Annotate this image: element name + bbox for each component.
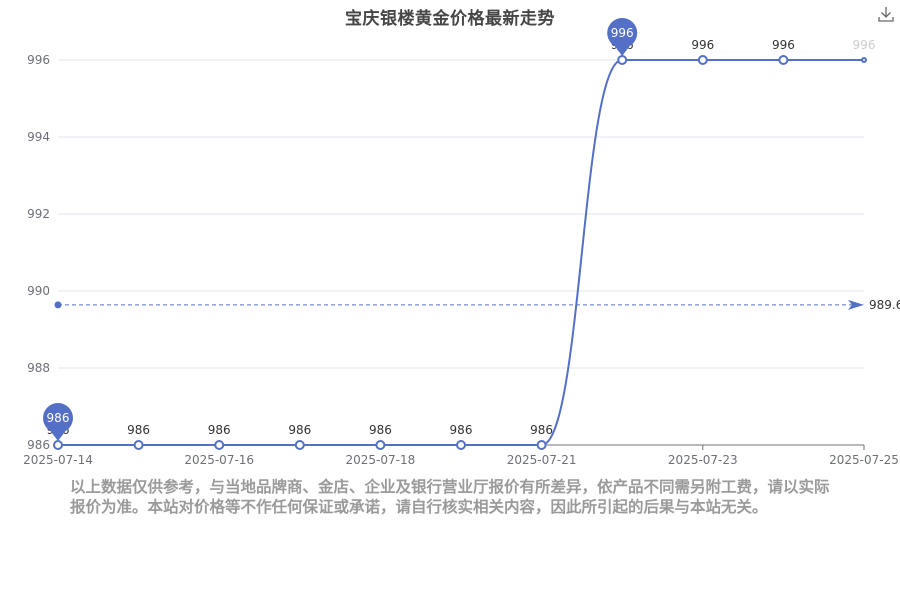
y-tick-label: 988 bbox=[27, 361, 50, 375]
data-label: 986 bbox=[288, 423, 311, 437]
mark-point-label: 986 bbox=[47, 411, 70, 425]
x-tick-label: 2025-07-14 bbox=[23, 453, 93, 467]
data-point bbox=[861, 57, 867, 63]
data-point bbox=[617, 55, 628, 65]
data-point bbox=[53, 440, 63, 450]
x-tick-label: 2025-07-18 bbox=[346, 453, 416, 467]
x-tick-label: 2025-07-25 bbox=[829, 453, 899, 467]
average-line-arrow bbox=[848, 299, 864, 310]
y-tick-label: 986 bbox=[27, 438, 50, 452]
data-point bbox=[133, 440, 144, 450]
data-label: 986 bbox=[530, 423, 553, 437]
average-line-label: 989.6 bbox=[869, 298, 900, 312]
mark-point-bubble bbox=[43, 403, 73, 433]
chart-area: 宝庆银楼黄金价格最新走势 986 988 990 992 994 996 2025-07-1… bbox=[23, 6, 900, 467]
download-icon[interactable] bbox=[878, 6, 894, 22]
data-point bbox=[375, 440, 386, 450]
y-tick-label: 990 bbox=[27, 284, 50, 298]
y-tick-label: 992 bbox=[27, 207, 50, 221]
data-point bbox=[697, 55, 708, 65]
chart-title: 宝庆银楼黄金价格最新走势 bbox=[345, 9, 555, 29]
x-tick-label: 2025-07-23 bbox=[668, 453, 738, 467]
data-point bbox=[456, 440, 466, 450]
data-label: 996 bbox=[853, 38, 876, 52]
data-label: 986 bbox=[127, 423, 150, 437]
data-label: 996 bbox=[772, 38, 795, 52]
data-point bbox=[536, 440, 547, 450]
y-tick-label: 994 bbox=[27, 130, 50, 144]
y-tick-label: 996 bbox=[27, 53, 50, 67]
series-line bbox=[58, 58, 864, 447]
x-tick-label: 2025-07-16 bbox=[184, 453, 254, 467]
mark-point-label: 996 bbox=[611, 26, 634, 40]
disclaimer-text: 以上数据仅供参考，与当地品牌商、金店、企业及银行营业厅报价有所差异，依产品不同需… bbox=[70, 478, 830, 516]
data-point bbox=[778, 55, 789, 65]
mark-point-bubble bbox=[607, 18, 638, 48]
data-label: 996 bbox=[691, 38, 714, 52]
data-point bbox=[214, 440, 225, 450]
line-chart: 986 988 990 992 994 996 2025-07-14 2025-07-16 20… bbox=[23, 18, 900, 467]
data-label: 986 bbox=[208, 423, 231, 437]
x-tick-label: 2025-07-21 bbox=[507, 453, 577, 467]
average-line-start bbox=[54, 301, 62, 309]
data-label: 986 bbox=[369, 423, 392, 437]
data-point bbox=[294, 440, 305, 450]
data-label: 986 bbox=[450, 423, 473, 437]
